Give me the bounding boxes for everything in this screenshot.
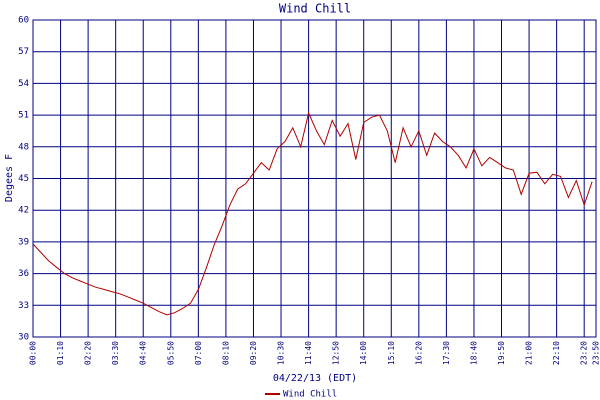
y-tick-label: 33 [18, 301, 29, 311]
x-tick-label: 21:00 [525, 341, 534, 365]
chart-title: Wind Chill [279, 2, 351, 16]
x-tick-label: 23:50 [592, 341, 600, 365]
x-tick-label: 05:50 [166, 341, 175, 365]
y-tick-label: 30 [18, 333, 29, 343]
plot-border [32, 19, 597, 338]
y-tick-label: 45 [18, 174, 29, 184]
y-axis-label: Degees F [4, 154, 15, 202]
y-tick-label: 60 [18, 16, 29, 26]
x-tick-label: 04:40 [139, 341, 148, 365]
x-tick-label: 23:20 [580, 341, 589, 365]
y-tick-label: 42 [18, 206, 29, 216]
x-tick-label: 19:50 [497, 341, 506, 365]
y-tick-label: 36 [18, 269, 29, 279]
x-tick-label: 11:40 [304, 341, 313, 365]
y-tick-label: 39 [18, 237, 29, 247]
x-axis-label: 04/22/13 (EDT) [273, 373, 357, 384]
legend-label: Wind Chill [283, 390, 337, 400]
x-tick-label: 16:20 [414, 341, 423, 365]
x-tick-label: 01:10 [56, 341, 65, 365]
x-tick-label: 02:20 [84, 341, 93, 365]
x-tick-label: 08:10 [221, 341, 230, 365]
x-tick-label: 10:30 [277, 341, 286, 365]
x-tick-label: 09:20 [249, 341, 258, 365]
data-line [32, 111, 593, 316]
y-tick-label: 57 [18, 47, 29, 57]
x-tick-label: 15:10 [387, 341, 396, 365]
x-tick-label: 18:40 [469, 341, 478, 365]
x-tick-label: 22:10 [552, 341, 561, 365]
x-tick-label: 03:30 [111, 341, 120, 365]
x-tick-label: 00:00 [29, 341, 38, 365]
x-tick-label: 14:00 [359, 341, 368, 365]
y-tick-label: 51 [18, 111, 29, 121]
y-tick-label: 48 [18, 142, 29, 152]
x-tick-label: 12:50 [332, 341, 341, 365]
x-tick-label: 17:30 [442, 341, 451, 365]
y-tick-label: 54 [18, 79, 29, 89]
x-tick-label: 07:00 [194, 341, 203, 365]
